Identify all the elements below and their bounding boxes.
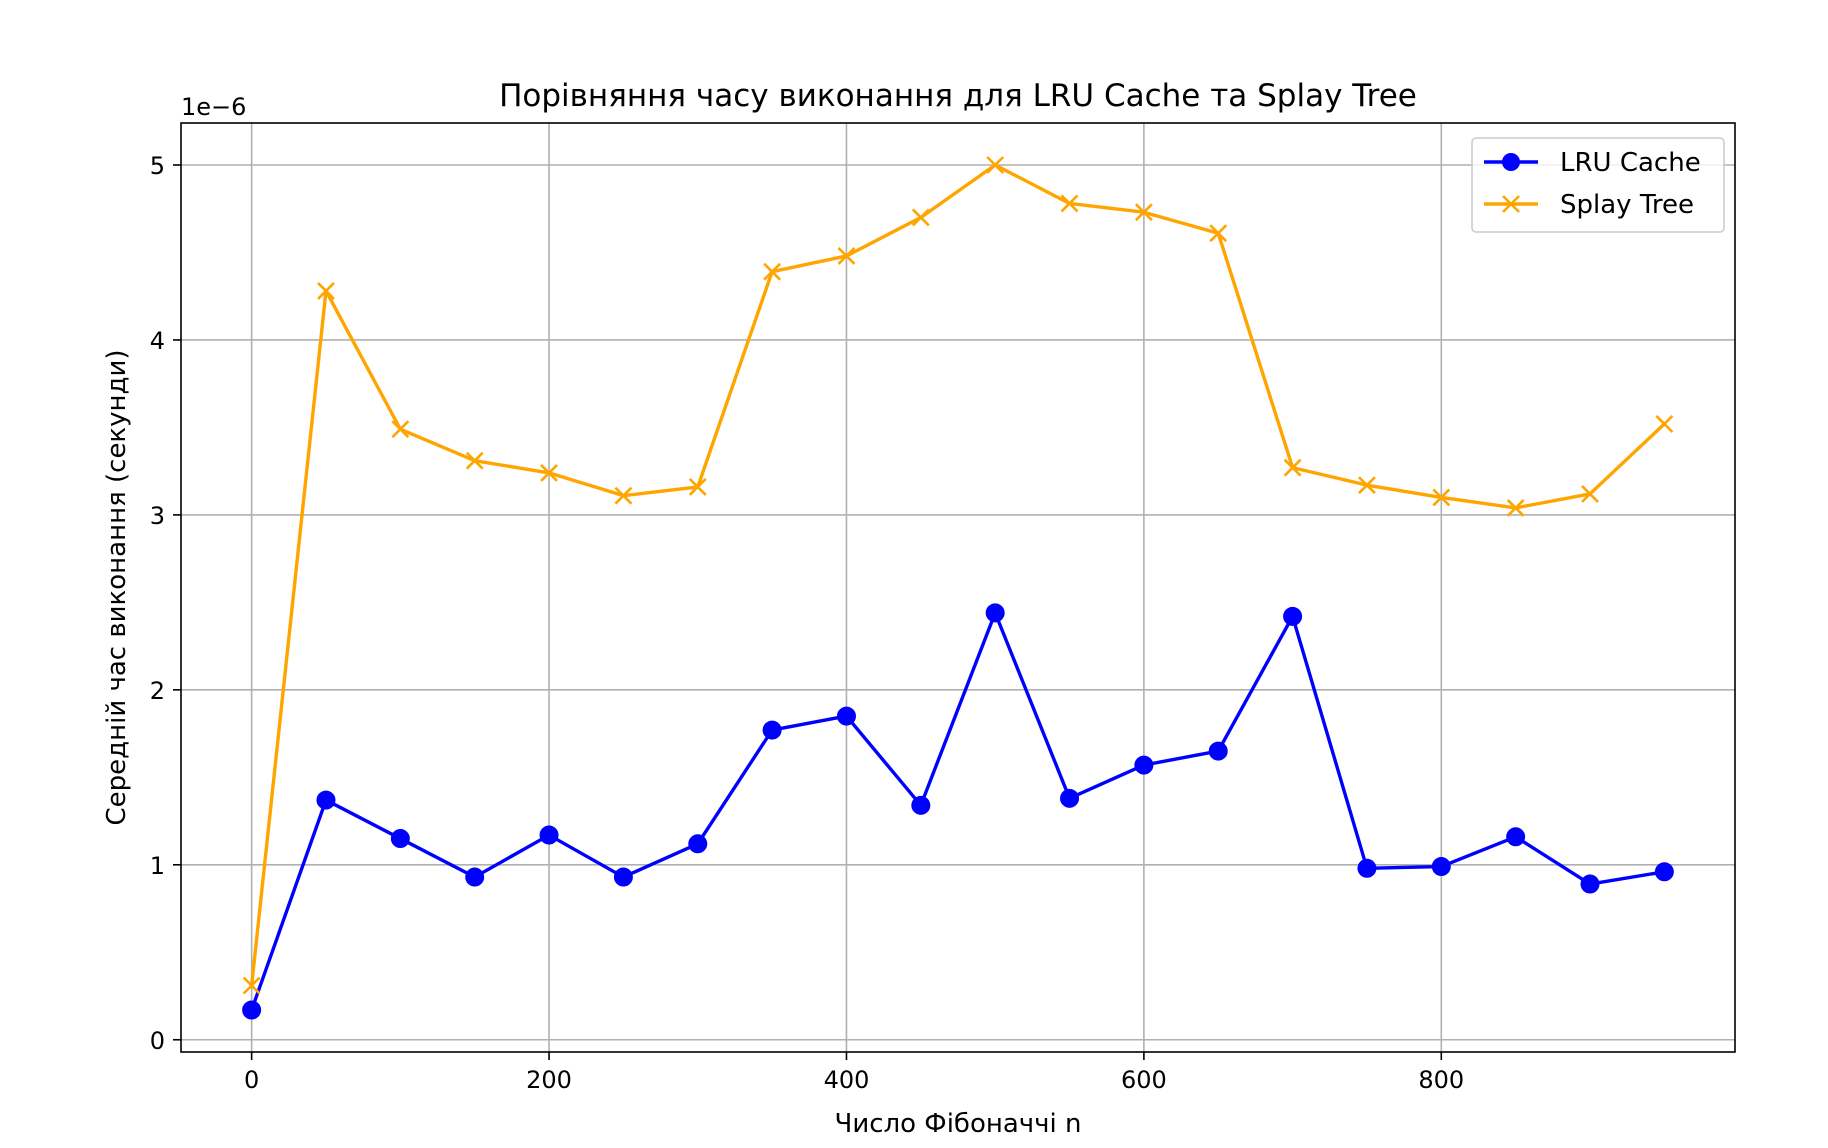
data-point (1283, 606, 1303, 626)
x-tick-label: 200 (526, 1066, 572, 1094)
series-line (250, 611, 1665, 1011)
data-point (1654, 862, 1674, 882)
data-point (911, 795, 931, 815)
data-point (539, 825, 559, 845)
legend-item: LRU Cache (1484, 148, 1701, 178)
x-tick-label: 800 (1418, 1066, 1464, 1094)
data-point (614, 486, 633, 505)
plot-area-frame (180, 122, 1736, 1053)
legend-marker (1502, 153, 1520, 171)
series-lru-cache (242, 603, 1674, 1020)
chart-title: Порівняння часу виконання для LRU Cache … (499, 78, 1417, 114)
y-tick-label: 5 (150, 152, 165, 180)
data-point (911, 208, 930, 227)
data-point (1432, 488, 1451, 507)
series-splay-tree (242, 156, 1674, 995)
data-point (837, 247, 856, 265)
data-point (688, 834, 708, 854)
x-tick-label: 0 (244, 1066, 259, 1094)
data-point (1431, 857, 1451, 877)
data-point (540, 463, 558, 482)
y-tick-label: 2 (150, 677, 165, 705)
legend-label: LRU Cache (1560, 148, 1701, 178)
data-point (317, 282, 335, 300)
data-point (986, 156, 1005, 174)
data-point (1208, 741, 1228, 761)
data-point (1060, 788, 1080, 808)
x-axis-label: Число Фібоначчі n (835, 1109, 1082, 1139)
data-point (762, 720, 782, 740)
data-point (763, 262, 782, 281)
data-point (390, 829, 410, 849)
legend-marker (1502, 195, 1520, 213)
data-point (391, 420, 410, 439)
data-point (1209, 224, 1228, 243)
y-tick-label: 1 (150, 852, 165, 880)
data-point (613, 867, 633, 887)
data-point (1506, 498, 1525, 517)
data-point (1655, 414, 1674, 433)
data-point (688, 477, 707, 496)
x-tick-label: 600 (1121, 1066, 1167, 1094)
axis-ticks: 0 200 400 600 800 0 1 2 3 4 5 (150, 152, 1464, 1094)
data-point (1283, 458, 1302, 477)
data-point (1134, 203, 1153, 222)
x-tick-label: 400 (824, 1066, 870, 1094)
data-point (1581, 484, 1599, 503)
legend-label: Splay Tree (1560, 190, 1694, 220)
data-point (1580, 874, 1600, 894)
data-point (836, 706, 856, 726)
legend: LRU Cache Splay Tree (1471, 137, 1725, 233)
y-tick-label: 0 (150, 1027, 165, 1055)
data-point (316, 790, 336, 810)
legend-item: Splay Tree (1484, 190, 1694, 220)
data-point (242, 976, 261, 995)
data-point (1357, 858, 1377, 878)
data-point (1358, 476, 1376, 495)
y-tick-label: 3 (150, 502, 165, 530)
data-point (1506, 827, 1526, 847)
data-point (465, 451, 484, 470)
data-point (1134, 755, 1154, 775)
data-point (1060, 194, 1079, 213)
y-axis-offset-text: 1e−6 (181, 93, 246, 121)
y-axis-label: Середній час виконання (секунди) (102, 349, 132, 825)
data-point (465, 867, 485, 887)
series-line (249, 163, 1666, 986)
data-point (985, 603, 1005, 623)
y-tick-label: 4 (150, 327, 165, 355)
series-layer (242, 156, 1674, 1020)
data-point (242, 1000, 262, 1020)
